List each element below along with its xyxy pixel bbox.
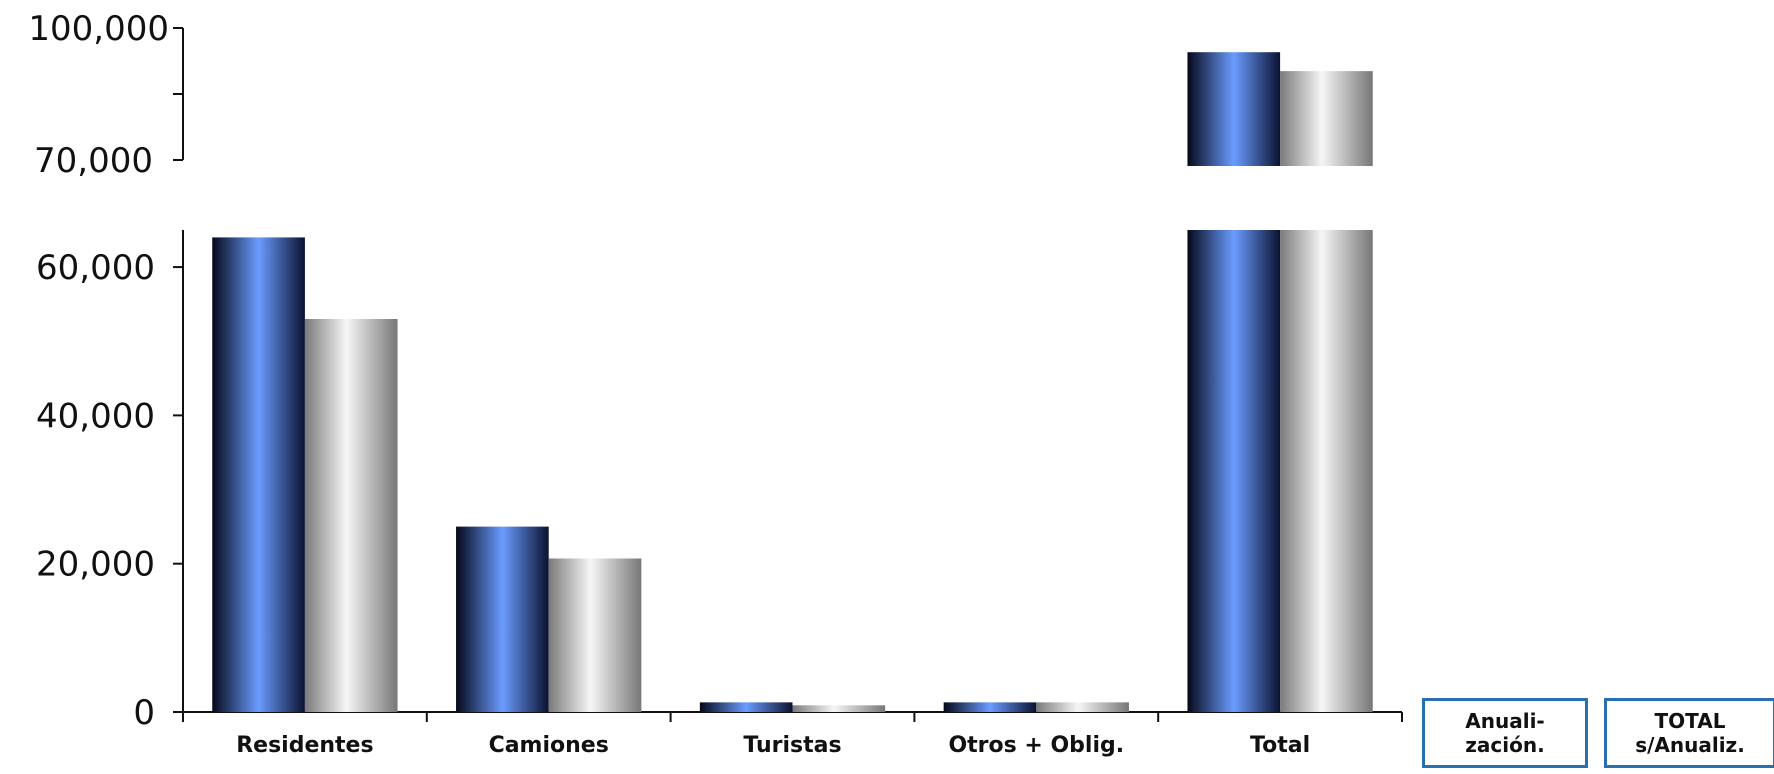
bar-turistas-s1 (699, 702, 793, 712)
y-tick-label: 0 (133, 693, 155, 733)
y-tick-label: 20,000 (36, 545, 155, 585)
bar-otros-oblig--s2 (1036, 702, 1129, 712)
bar-residentes-s2 (304, 318, 398, 712)
y-tick-label: 100,000 (28, 9, 169, 49)
y-tick-label: 60,000 (36, 248, 155, 288)
x-category-label: Otros + Oblig. (948, 733, 1124, 758)
anualizacion-button[interactable]: Anuali- zación. (1422, 698, 1588, 768)
labels: 0 20,000 40,000 60,000 70,000 100,000 Resident… (28, 9, 1310, 758)
total-button-line1: TOTAL (1654, 709, 1726, 733)
bars (212, 52, 1373, 712)
bar-camiones-s1 (456, 526, 549, 712)
total-sin-anualizacion-button[interactable]: TOTAL s/Anualiz. (1604, 698, 1774, 768)
bar-total-s1-lower (1187, 230, 1281, 712)
x-category-label: Camiones (489, 733, 609, 758)
bar-camiones-s2 (548, 558, 642, 712)
total-button-line2: s/Anualiz. (1635, 733, 1745, 757)
bar-total-s2-upper (1280, 71, 1373, 166)
bar-total-s2-lower (1280, 230, 1373, 712)
bar-residentes-s1 (212, 237, 305, 712)
x-category-label: Residentes (236, 733, 373, 758)
anualizacion-button-line1: Anuali- (1465, 709, 1545, 733)
y-tick-label: 40,000 (36, 396, 155, 436)
bar-turistas-s2 (792, 705, 886, 712)
y-tick-label: 70,000 (34, 141, 153, 181)
anualizacion-button-line2: zación. (1465, 733, 1545, 757)
bar-total-s1-upper (1187, 52, 1281, 167)
bar-otros-oblig--s1 (943, 702, 1037, 712)
x-category-label: Turistas (743, 733, 841, 758)
x-category-label: Total (1250, 733, 1310, 758)
